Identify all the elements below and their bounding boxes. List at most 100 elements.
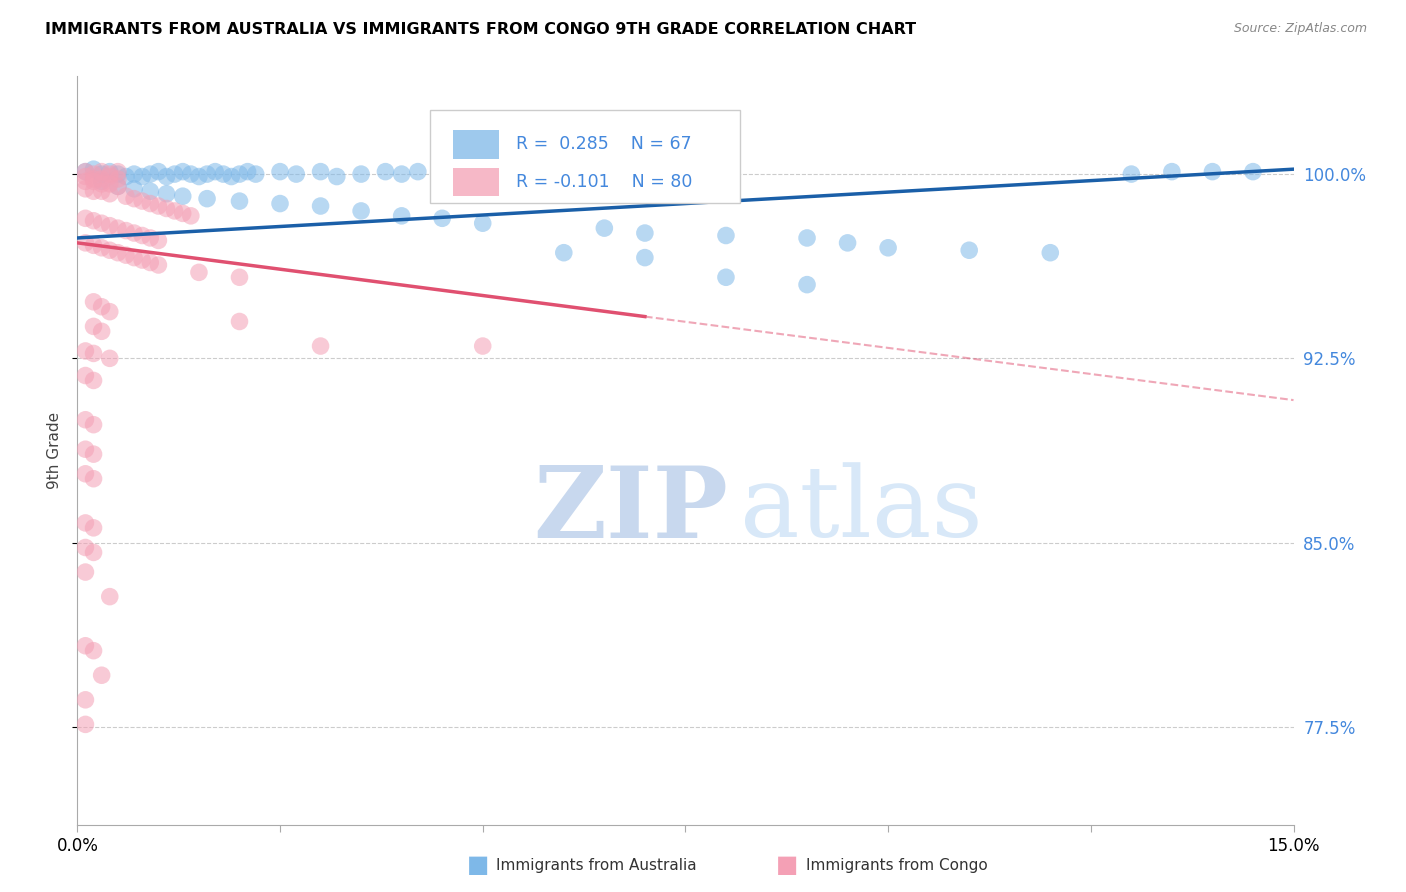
Point [877,241,900,255]
Point [1161,164,1184,178]
Point [714,270,737,285]
Point [512,164,534,178]
Point [188,169,211,184]
Point [228,167,250,181]
Point [269,196,291,211]
Point [75,442,97,457]
Point [98,186,121,201]
Point [593,221,616,235]
Text: atlas: atlas [740,463,983,558]
Point [107,245,129,260]
Point [148,164,170,178]
Point [148,258,170,272]
Point [107,179,129,194]
Point [430,211,453,226]
Point [75,169,97,184]
Point [83,346,105,360]
Point [90,216,112,230]
Point [90,241,112,255]
Point [122,182,145,196]
Point [75,235,97,250]
Point [456,167,478,181]
Point [204,164,226,178]
Point [98,164,121,178]
Point [236,164,259,178]
Point [122,192,145,206]
Point [471,339,494,353]
Point [75,467,97,481]
Point [107,164,129,178]
Point [155,202,177,216]
Text: ■: ■ [467,854,489,877]
Point [374,164,396,178]
Point [75,565,97,579]
Point [837,235,859,250]
Point [471,216,494,230]
Text: ■: ■ [776,854,799,877]
Point [172,206,194,220]
Point [391,209,413,223]
Point [957,244,980,258]
Point [83,472,105,486]
FancyBboxPatch shape [453,168,499,196]
Point [83,213,105,227]
Point [1201,164,1223,178]
Point [430,167,453,181]
Point [326,169,349,184]
Point [228,194,250,208]
Point [75,693,97,707]
Point [796,231,818,245]
Point [1121,167,1143,181]
Point [714,228,737,243]
Point [122,226,145,240]
Point [90,172,112,186]
Point [83,319,105,334]
Point [75,413,97,427]
Point [98,169,121,184]
Text: R = -0.101    N = 80: R = -0.101 N = 80 [516,173,693,191]
Point [391,167,413,181]
Point [83,521,105,535]
Point [90,324,112,338]
Point [188,265,211,279]
Point [228,314,250,328]
FancyBboxPatch shape [430,110,740,203]
Point [350,203,373,218]
Point [309,164,332,178]
Point [98,219,121,233]
Point [90,184,112,198]
Point [1241,164,1264,178]
Point [131,228,153,243]
Point [139,255,162,269]
Point [131,169,153,184]
Point [83,545,105,559]
Point [98,304,121,318]
Point [309,339,332,353]
Point [221,169,243,184]
Point [83,417,105,432]
Point [195,192,218,206]
Point [195,167,218,181]
Point [83,172,105,186]
Text: Source: ZipAtlas.com: Source: ZipAtlas.com [1233,22,1367,36]
Point [406,164,429,178]
Point [75,541,97,555]
Point [139,196,162,211]
Point [75,164,97,178]
Point [172,189,194,203]
Point [98,590,121,604]
Point [163,203,186,218]
Point [212,167,235,181]
Point [350,167,373,181]
Point [536,167,558,181]
Point [83,643,105,657]
Point [309,199,332,213]
Point [90,177,112,191]
Point [75,174,97,188]
Point [115,189,138,203]
Point [75,164,97,178]
Point [83,447,105,461]
Point [115,224,138,238]
Point [1039,245,1062,260]
Point [98,167,121,181]
